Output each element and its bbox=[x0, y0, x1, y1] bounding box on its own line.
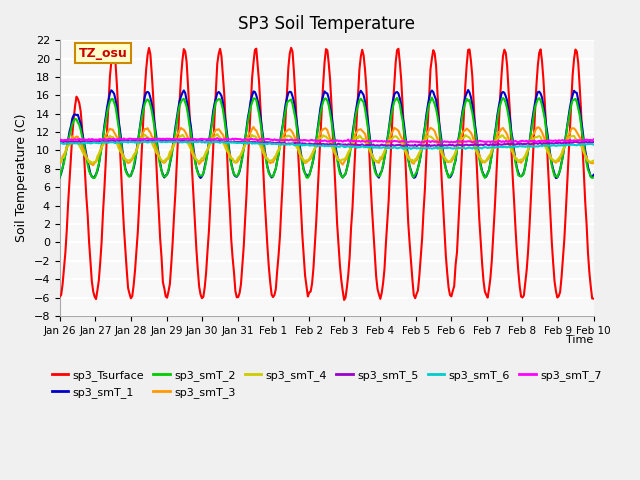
sp3_smT_6 bbox=[91, 140, 99, 145]
sp3_smT_7 bbox=[417, 140, 424, 146]
sp3_smT_6 bbox=[74, 141, 82, 146]
sp3_smT_1 bbox=[436, 128, 444, 133]
sp3_smT_2 bbox=[518, 172, 526, 178]
sp3_smT_6 bbox=[589, 142, 597, 147]
sp3_smT_6 bbox=[588, 141, 596, 147]
sp3_smT_7 bbox=[91, 137, 99, 143]
sp3_smT_4 bbox=[518, 157, 526, 163]
sp3_Tsurface bbox=[56, 294, 63, 300]
sp3_Tsurface bbox=[340, 297, 348, 303]
sp3_smT_4 bbox=[92, 158, 100, 164]
sp3_smT_2 bbox=[439, 153, 447, 158]
sp3_smT_1 bbox=[589, 172, 597, 178]
sp3_smT_3 bbox=[518, 158, 526, 164]
sp3_smT_3 bbox=[589, 160, 597, 166]
sp3_smT_6 bbox=[407, 146, 415, 152]
sp3_smT_5 bbox=[56, 140, 63, 145]
sp3_smT_3 bbox=[250, 124, 257, 130]
sp3_smT_4 bbox=[439, 153, 447, 159]
sp3_smT_6 bbox=[155, 138, 163, 144]
Text: TZ_osu: TZ_osu bbox=[79, 47, 127, 60]
sp3_smT_5 bbox=[108, 137, 115, 143]
sp3_smT_4 bbox=[88, 160, 95, 166]
sp3_smT_2 bbox=[588, 175, 596, 181]
sp3_smT_5 bbox=[332, 143, 340, 148]
sp3_smT_7 bbox=[74, 136, 82, 142]
sp3_smT_6 bbox=[439, 144, 447, 150]
sp3_smT_7 bbox=[439, 139, 447, 145]
Line: sp3_smT_7: sp3_smT_7 bbox=[60, 138, 593, 143]
sp3_smT_5 bbox=[518, 142, 526, 147]
sp3_smT_3 bbox=[333, 155, 341, 161]
sp3_Tsurface bbox=[518, 295, 526, 300]
Line: sp3_smT_2: sp3_smT_2 bbox=[60, 97, 593, 178]
sp3_smT_5 bbox=[439, 143, 447, 148]
sp3_smT_4 bbox=[588, 158, 596, 164]
sp3_smT_5 bbox=[424, 144, 431, 149]
sp3_smT_2 bbox=[56, 174, 63, 180]
sp3_smT_5 bbox=[74, 139, 82, 144]
sp3_smT_2 bbox=[92, 172, 100, 178]
sp3_smT_2 bbox=[589, 175, 597, 180]
sp3_smT_1 bbox=[74, 112, 82, 118]
Legend: sp3_Tsurface, sp3_smT_1, sp3_smT_2, sp3_smT_3, sp3_smT_4, sp3_smT_5, sp3_smT_6, : sp3_Tsurface, sp3_smT_1, sp3_smT_2, sp3_… bbox=[47, 366, 606, 402]
sp3_smT_3 bbox=[74, 134, 82, 140]
Line: sp3_smT_4: sp3_smT_4 bbox=[60, 134, 593, 163]
sp3_Tsurface bbox=[91, 294, 99, 300]
sp3_smT_3 bbox=[56, 160, 63, 166]
sp3_smT_7 bbox=[213, 135, 221, 141]
Line: sp3_smT_3: sp3_smT_3 bbox=[60, 127, 593, 165]
sp3_smT_7 bbox=[589, 137, 597, 143]
sp3_smT_3 bbox=[92, 159, 100, 165]
sp3_smT_3 bbox=[90, 162, 97, 168]
sp3_smT_4 bbox=[74, 140, 82, 145]
sp3_smT_1 bbox=[588, 174, 596, 180]
sp3_smT_3 bbox=[439, 153, 447, 158]
Text: Time: Time bbox=[566, 336, 593, 346]
sp3_smT_7 bbox=[518, 138, 526, 144]
sp3_smT_1 bbox=[552, 175, 560, 181]
sp3_smT_2 bbox=[332, 149, 340, 155]
sp3_smT_1 bbox=[56, 174, 63, 180]
sp3_smT_4 bbox=[56, 158, 63, 164]
sp3_Tsurface bbox=[287, 45, 295, 51]
sp3_smT_1 bbox=[464, 87, 472, 93]
sp3_smT_4 bbox=[213, 131, 221, 137]
sp3_Tsurface bbox=[74, 96, 82, 102]
sp3_smT_2 bbox=[428, 95, 436, 100]
sp3_smT_5 bbox=[91, 139, 99, 144]
sp3_smT_4 bbox=[589, 158, 597, 164]
sp3_smT_1 bbox=[91, 174, 99, 180]
sp3_smT_5 bbox=[589, 139, 597, 145]
Line: sp3_smT_6: sp3_smT_6 bbox=[60, 141, 593, 149]
Line: sp3_smT_1: sp3_smT_1 bbox=[60, 90, 593, 178]
sp3_smT_7 bbox=[56, 137, 63, 143]
sp3_smT_7 bbox=[332, 138, 340, 144]
sp3_smT_7 bbox=[588, 138, 596, 144]
sp3_Tsurface bbox=[588, 296, 596, 301]
sp3_smT_3 bbox=[588, 160, 596, 166]
sp3_Tsurface bbox=[589, 296, 597, 301]
sp3_Tsurface bbox=[439, 202, 447, 208]
Y-axis label: Soil Temperature (C): Soil Temperature (C) bbox=[15, 114, 28, 242]
sp3_Tsurface bbox=[332, 192, 340, 197]
Line: sp3_smT_5: sp3_smT_5 bbox=[60, 140, 593, 146]
sp3_smT_4 bbox=[333, 156, 341, 161]
sp3_smT_5 bbox=[588, 139, 596, 145]
Title: SP3 Soil Temperature: SP3 Soil Temperature bbox=[238, 15, 415, 33]
sp3_smT_2 bbox=[91, 175, 99, 181]
sp3_smT_1 bbox=[330, 135, 338, 141]
sp3_smT_6 bbox=[332, 144, 340, 149]
sp3_smT_1 bbox=[517, 173, 525, 179]
Line: sp3_Tsurface: sp3_Tsurface bbox=[60, 48, 593, 300]
sp3_smT_6 bbox=[518, 144, 526, 149]
sp3_smT_2 bbox=[74, 120, 82, 125]
sp3_smT_6 bbox=[56, 141, 63, 146]
